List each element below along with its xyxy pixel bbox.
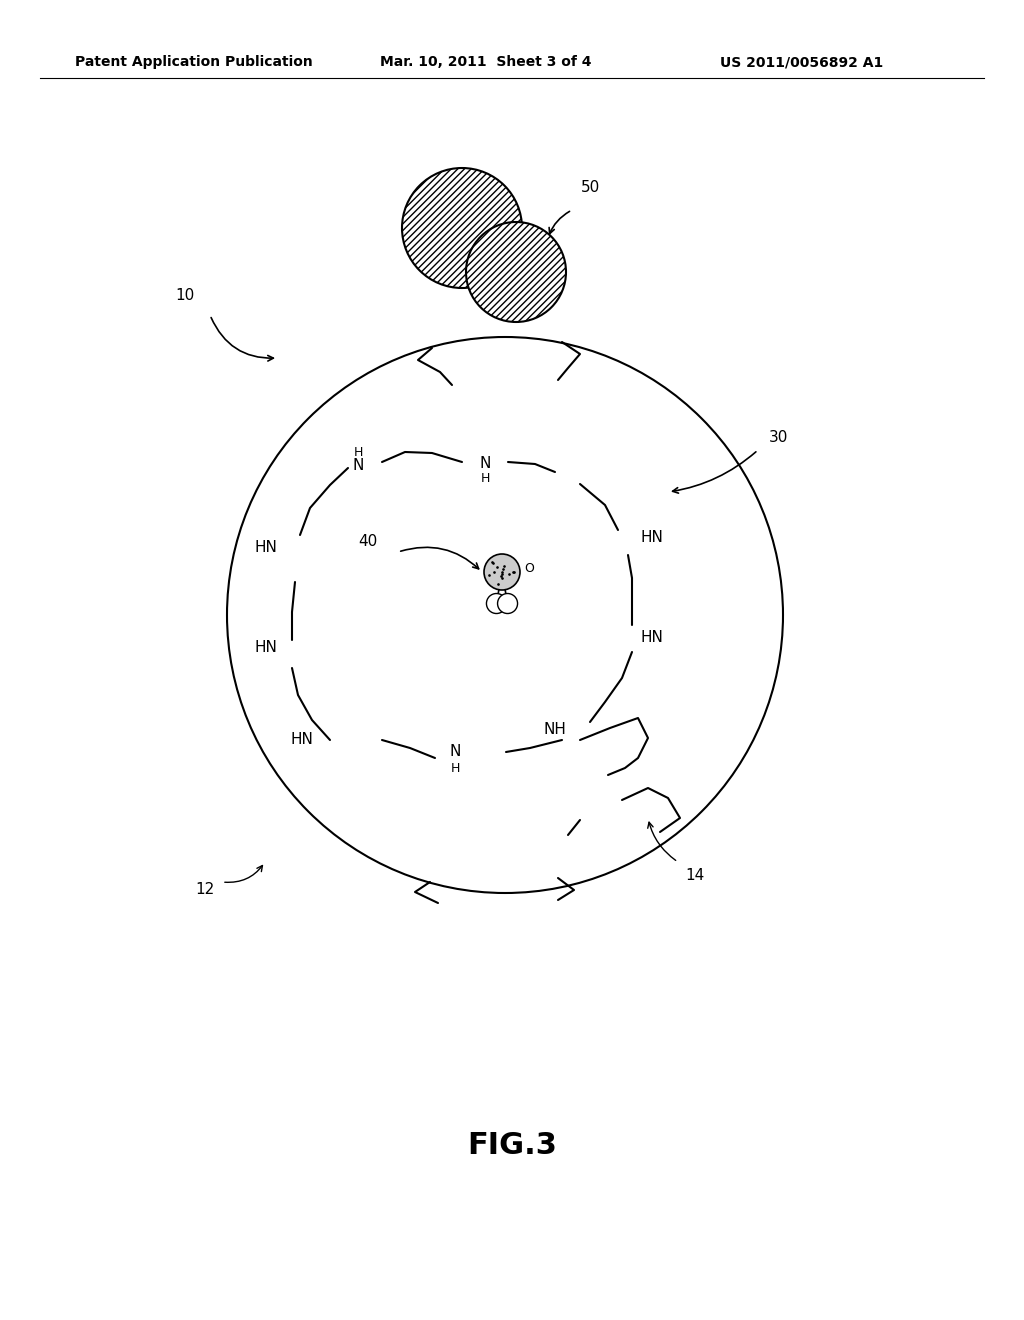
Text: 50: 50 (581, 181, 600, 195)
Text: H: H (353, 446, 362, 458)
Text: HN: HN (290, 733, 313, 747)
Text: H: H (451, 762, 460, 775)
Text: FIG.3: FIG.3 (467, 1130, 557, 1159)
Text: Mar. 10, 2011  Sheet 3 of 4: Mar. 10, 2011 Sheet 3 of 4 (380, 55, 592, 69)
Circle shape (486, 594, 507, 614)
Text: HN: HN (640, 631, 663, 645)
Circle shape (484, 554, 520, 590)
Text: NH: NH (544, 722, 566, 738)
Text: O: O (524, 561, 534, 574)
Text: 14: 14 (685, 867, 705, 883)
Text: H: H (480, 471, 489, 484)
Text: Patent Application Publication: Patent Application Publication (75, 55, 312, 69)
Text: 10: 10 (175, 288, 195, 302)
Text: 30: 30 (768, 430, 787, 446)
Text: HN: HN (255, 640, 278, 656)
Text: 40: 40 (358, 535, 378, 549)
Text: HN: HN (255, 540, 278, 556)
Text: HN: HN (640, 531, 663, 545)
Circle shape (402, 168, 522, 288)
Circle shape (466, 222, 566, 322)
Circle shape (498, 594, 517, 614)
Text: N: N (479, 457, 490, 471)
Text: US 2011/0056892 A1: US 2011/0056892 A1 (720, 55, 884, 69)
Text: N: N (450, 744, 461, 759)
Text: N: N (352, 458, 364, 474)
Text: 12: 12 (196, 883, 215, 898)
